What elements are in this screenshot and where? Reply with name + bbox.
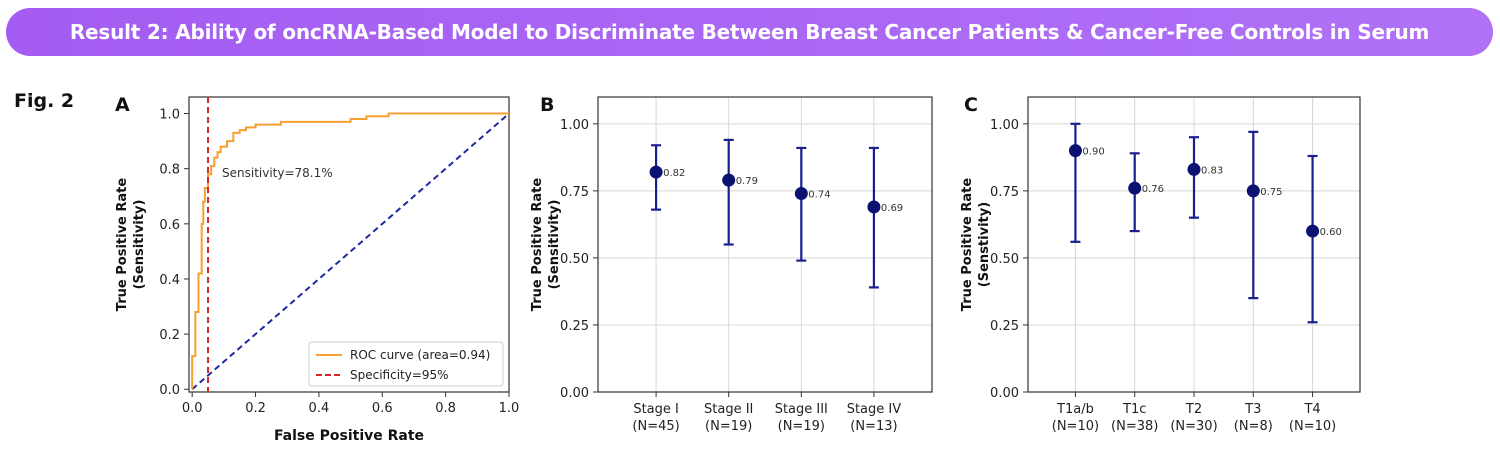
y-tick-label: 0.00 — [560, 386, 589, 401]
sensitivity-annotation: Sensitivity=78.1% — [222, 166, 333, 180]
x-tick-label: 0.4 — [309, 401, 330, 416]
x-tick-count-label: (N=38) — [1111, 419, 1158, 434]
panel-letter-b: B — [540, 94, 554, 116]
data-point — [1128, 181, 1142, 195]
x-tick-label: T2 — [1185, 402, 1202, 417]
y-tick-label: 1.0 — [159, 108, 180, 123]
legend-roc-label: ROC curve (area=0.94) — [350, 348, 490, 362]
y-axis-label-secondary: (Senstivity) — [977, 202, 992, 287]
data-point-label: 0.60 — [1320, 227, 1342, 238]
y-axis-label: True Positive Rate — [530, 178, 545, 312]
x-tick-count-label: (N=45) — [632, 419, 679, 434]
y-tick-label: 0.00 — [990, 386, 1019, 401]
banner-title: Result 2: Ability of oncRNA-Based Model … — [69, 20, 1430, 44]
x-tick-label: T1a/b — [1056, 402, 1094, 417]
y-tick-label: 0.6 — [159, 218, 180, 233]
data-point-label: 0.83 — [1201, 165, 1223, 176]
y-tick-label: 0.50 — [990, 252, 1019, 267]
data-point — [722, 173, 736, 187]
data-point-label: 0.74 — [808, 190, 830, 201]
data-point — [649, 165, 663, 179]
y-tick-label: 0.2 — [159, 328, 180, 343]
panel-letter-c: C — [964, 94, 978, 116]
y-tick-label: 0.4 — [159, 273, 180, 288]
y-tick-label: 0.0 — [159, 383, 180, 398]
panel-b: B 0.00 0.25 0.50 0.75 1.00 Stage I (N=45) 0.82 St… — [530, 94, 933, 434]
y-tick-label: 1.00 — [990, 118, 1019, 133]
panel-letter-a: A — [115, 94, 130, 116]
data-point — [1068, 144, 1082, 158]
legend-box — [308, 341, 504, 387]
y-axis-label-secondary: (Sensitivity) — [547, 200, 562, 290]
data-point-label: 0.76 — [1142, 184, 1164, 195]
x-axis-label: False Positive Rate — [274, 428, 424, 444]
y-axis-label: True Positive Rate — [115, 178, 130, 312]
x-tick-count-label: (N=19) — [705, 419, 752, 434]
panel-c: C 0.00 0.25 0.50 0.75 1.00 T1a/b (N=10) 0.90 T1c (… — [960, 94, 1361, 434]
data-point-label: 0.75 — [1260, 187, 1282, 198]
x-tick-label: T1c — [1122, 402, 1146, 417]
x-tick-label: 1.0 — [499, 401, 520, 416]
y-axis-label: True Positive Rate — [960, 178, 975, 312]
figure-label: Fig. 2 — [14, 90, 75, 112]
panel-a: A 0.0 0.2 0.4 0.6 0.8 1.0 0.0 0.2 0.4 0.6 0.8 1.0 Sen… — [115, 94, 519, 444]
x-tick-label: 0.6 — [372, 401, 393, 416]
y-axis-label-secondary: (Sensitivity) — [132, 200, 147, 290]
result-banner: Result 2: Ability of oncRNA-Based Model … — [6, 8, 1493, 56]
y-tick-label: 0.25 — [990, 319, 1019, 334]
y-tick-label: 1.00 — [560, 118, 589, 133]
y-tick-label: 0.50 — [560, 252, 589, 267]
x-tick-count-label: (N=19) — [778, 419, 825, 434]
data-point — [867, 200, 881, 214]
legend: ROC curve (area=0.94) Specificity=95% — [308, 341, 504, 387]
y-tick-label: 0.75 — [560, 185, 589, 200]
x-tick-count-label: (N=8) — [1234, 419, 1273, 434]
roc-curve-line — [191, 112, 509, 390]
data-point-label: 0.69 — [881, 203, 903, 214]
x-tick-label: Stage IV — [847, 402, 902, 417]
x-tick-label: Stage II — [704, 402, 753, 417]
data-point-label: 0.90 — [1082, 147, 1104, 158]
y-tick-label: 0.75 — [990, 185, 1019, 200]
plot-frame — [188, 96, 510, 393]
x-tick-label: T3 — [1244, 402, 1261, 417]
plot-frame — [597, 96, 933, 393]
y-tick-label: 0.8 — [159, 163, 180, 178]
x-tick-label: 0.0 — [182, 401, 203, 416]
data-point — [794, 187, 808, 201]
x-tick-label: Stage I — [633, 402, 679, 417]
x-tick-count-label: (N=10) — [1289, 419, 1336, 434]
x-tick-count-label: (N=10) — [1052, 419, 1099, 434]
data-point-label: 0.79 — [736, 176, 758, 187]
x-tick-label: T4 — [1303, 402, 1320, 417]
data-point — [1306, 224, 1320, 238]
x-tick-count-label: (N=13) — [850, 419, 897, 434]
x-tick-label: 0.8 — [435, 401, 456, 416]
x-tick-label: 0.2 — [245, 401, 266, 416]
data-point-label: 0.82 — [663, 168, 685, 179]
data-point — [1187, 162, 1201, 176]
x-tick-label: Stage III — [775, 402, 828, 417]
y-tick-label: 0.25 — [560, 319, 589, 334]
x-tick-count-label: (N=30) — [1170, 419, 1217, 434]
legend-specificity-label: Specificity=95% — [350, 368, 449, 382]
data-point — [1246, 184, 1260, 198]
